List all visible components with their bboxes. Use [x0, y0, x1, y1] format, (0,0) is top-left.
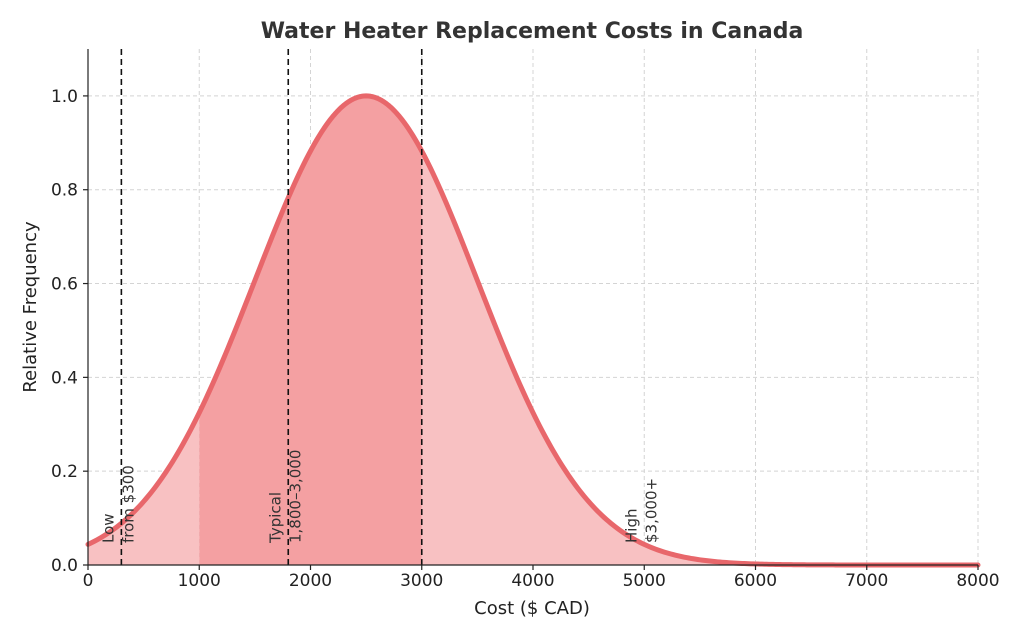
shaded-area-2: [421, 151, 978, 565]
chart-title: Water Heater Replacement Costs in Canada: [261, 19, 804, 44]
y-tick-label: 0.4: [51, 368, 78, 388]
x-tick-label: 7000: [845, 571, 888, 591]
x-tick-label: 0: [83, 571, 94, 591]
x-tick-label: 8000: [956, 571, 999, 591]
shaded-area-0: [88, 412, 200, 565]
y-tick-label: 1.0: [51, 87, 78, 107]
x-tick-label: 1000: [178, 571, 221, 591]
annotation-text: $3,000+: [642, 478, 660, 543]
x-tick-label: 5000: [623, 571, 666, 591]
shaded-area-1: [199, 95, 422, 565]
x-tick-label: 2000: [289, 571, 332, 591]
vertical-lines: [120, 49, 423, 565]
x-axis-label: Cost ($ CAD): [474, 598, 590, 619]
annotation-text: from $300: [119, 465, 137, 543]
y-tick-label: 0.6: [51, 275, 78, 295]
annotation-text: Typical: [266, 492, 284, 544]
annotation-text: Low: [99, 513, 117, 543]
y-axis-label: Relative Frequency: [20, 221, 41, 393]
annotation-text: 1,800–3,000: [286, 450, 304, 543]
y-tick-label: 0.0: [51, 556, 78, 576]
x-tick-label: 6000: [734, 571, 777, 591]
y-tick-label: 0.2: [51, 462, 78, 482]
y-tick-label: 0.8: [51, 181, 78, 201]
annotations: Low from $300 Typical 1,800–3,000 High $3,000…: [99, 450, 660, 544]
shaded-areas: [88, 95, 978, 565]
x-tick-label: 4000: [511, 571, 554, 591]
x-tick-label: 3000: [400, 571, 443, 591]
annotation-text: High: [622, 509, 640, 543]
axes: 0 1000 2000 3000 4000 5000 6000 7000 8000 0.0 0.2 0…: [51, 49, 1000, 591]
